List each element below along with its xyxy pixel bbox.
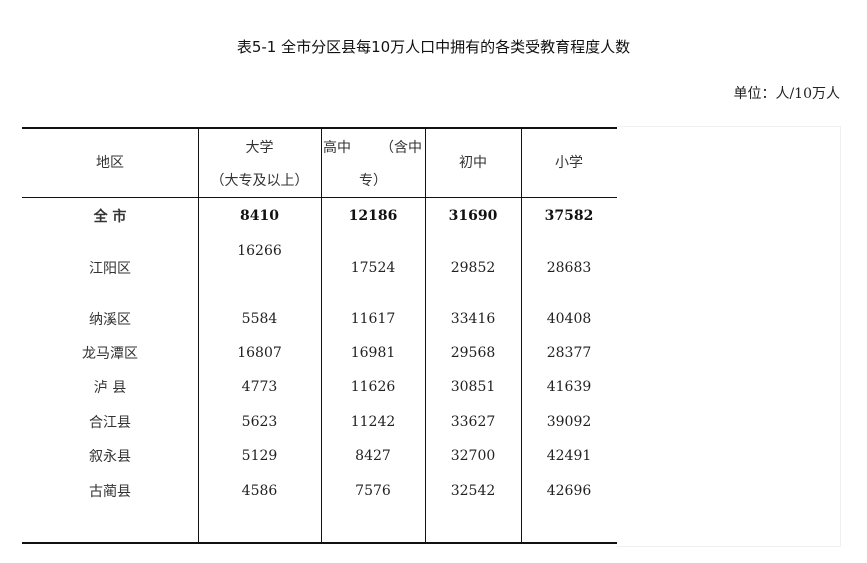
- cell-primary: 28377: [546, 345, 592, 361]
- cell-junior: 32542: [450, 483, 496, 499]
- cell-junior: 30851: [450, 379, 496, 395]
- cell-college: 5584: [241, 311, 278, 327]
- cell-junior: 31690: [448, 208, 498, 224]
- unit-label: 单位：人/10万人: [733, 86, 840, 102]
- cell-junior: 29852: [450, 260, 496, 276]
- cell-junior: 32700: [450, 448, 496, 464]
- cell-primary: 39092: [546, 414, 592, 430]
- column-divider: [198, 129, 199, 543]
- column-divider: [521, 129, 522, 543]
- cell-highschool: 11617: [350, 311, 396, 327]
- table-title: 表5-1 全市分区县每10万人口中拥有的各类受教育程度人数: [236, 38, 631, 56]
- cell-highschool: 12186: [348, 208, 398, 224]
- cell-highschool: 8427: [355, 448, 391, 464]
- cell-primary: 41639: [546, 379, 592, 395]
- blank-area: [617, 126, 841, 547]
- header-divider: [22, 197, 617, 198]
- cell-highschool: 16981: [350, 345, 396, 361]
- cell-college: 4586: [241, 483, 278, 499]
- cell-college: 16266: [237, 243, 282, 259]
- cell-region: 古蔺县: [89, 484, 131, 500]
- header-college: 大学: [245, 140, 274, 156]
- cell-primary: 37582: [544, 208, 594, 224]
- cell-highschool: 17524: [350, 260, 396, 276]
- cell-college: 8410: [240, 208, 279, 224]
- cell-junior: 29568: [450, 345, 496, 361]
- cell-highschool: 11626: [350, 379, 396, 395]
- cell-primary: 28683: [546, 260, 592, 276]
- cell-region: 泸 县: [93, 380, 127, 396]
- header-highschool-sub2: 专）: [359, 173, 387, 189]
- column-divider: [321, 129, 322, 543]
- cell-region: 纳溪区: [89, 312, 131, 328]
- cell-region: 江阳区: [89, 261, 131, 277]
- cell-college: 4773: [241, 379, 278, 395]
- table-top-border: [22, 127, 617, 129]
- cell-primary: 42696: [546, 483, 592, 499]
- header-highschool-sub: （含中: [380, 140, 422, 156]
- header-junior: 初中: [459, 155, 487, 171]
- cell-region: 合江县: [89, 415, 131, 431]
- cell-region: 叙永县: [89, 449, 131, 465]
- header-highschool: 高中: [323, 140, 351, 156]
- cell-junior: 33627: [450, 414, 496, 430]
- cell-college: 5623: [241, 414, 278, 430]
- header-college-sub: （大专及以上）: [210, 173, 309, 189]
- cell-college: 16807: [237, 345, 282, 361]
- cell-region: 全 市: [93, 209, 127, 225]
- cell-region: 龙马潭区: [82, 346, 138, 362]
- cell-highschool: 11242: [350, 414, 396, 430]
- cell-highschool: 7576: [355, 483, 391, 499]
- header-region: 地区: [96, 155, 124, 171]
- cell-primary: 40408: [546, 311, 592, 327]
- cell-primary: 42491: [546, 448, 592, 464]
- cell-college: 5129: [241, 448, 278, 464]
- cell-junior: 33416: [450, 311, 496, 327]
- header-primary: 小学: [555, 155, 583, 171]
- column-divider: [425, 129, 426, 543]
- table-bottom-border: [22, 542, 617, 544]
